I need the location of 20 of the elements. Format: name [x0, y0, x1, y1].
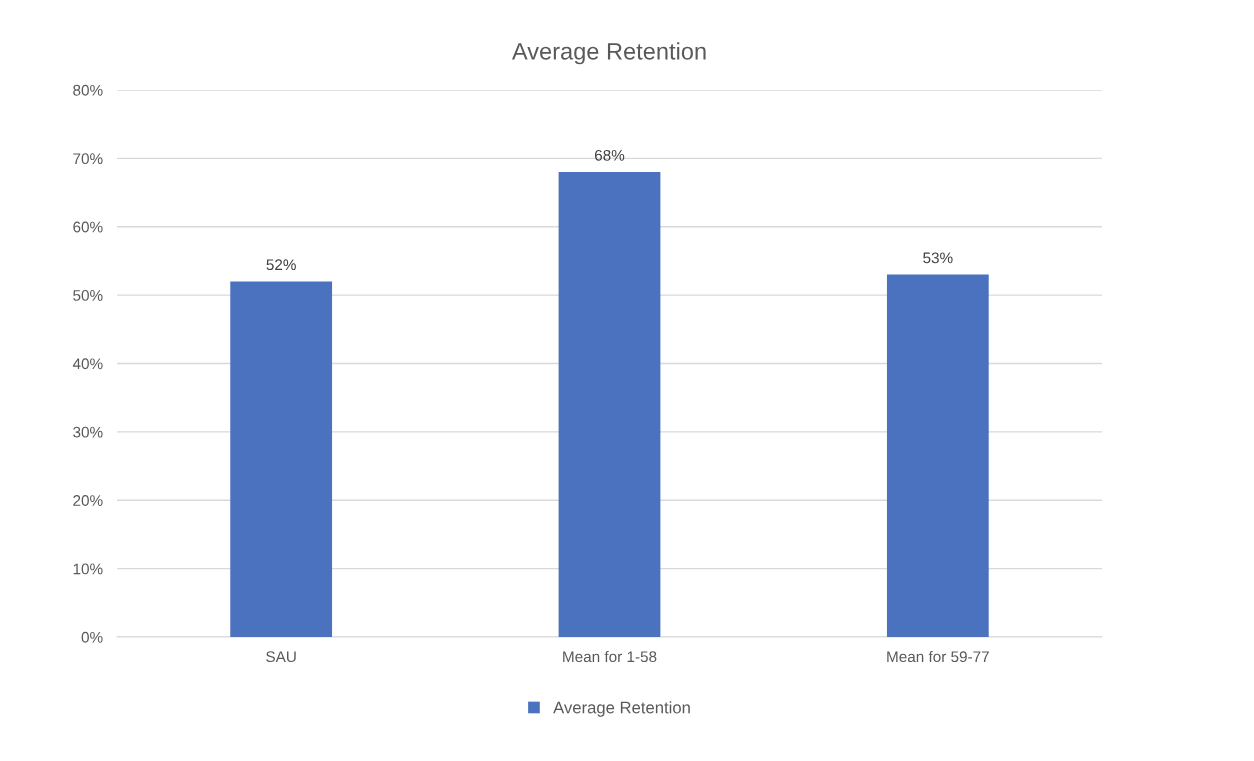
data-label: 52% — [266, 259, 296, 271]
data-label: 68% — [594, 149, 625, 161]
y-tick-label: 10% — [73, 563, 103, 575]
data-label: 53% — [923, 252, 953, 264]
bar — [886, 274, 989, 637]
x-tick-label: Mean for 1-58 — [563, 650, 657, 663]
bar — [558, 172, 661, 637]
chart-title: Average Retention — [511, 42, 706, 65]
x-tick-label: Mean for 59-77 — [887, 650, 989, 663]
y-tick-label: 0% — [81, 631, 103, 643]
legend-label: Average Retention — [553, 701, 690, 717]
y-tick-label: 20% — [73, 495, 103, 506]
x-tick-label: SAU — [266, 651, 296, 663]
y-tick-label: 60% — [73, 221, 103, 233]
y-tick-label: 30% — [73, 426, 103, 438]
y-tick-label: 70% — [73, 153, 103, 165]
bar — [230, 281, 333, 637]
y-tick-label: 50% — [73, 289, 103, 301]
y-tick-label: 40% — [72, 358, 103, 370]
y-tick-label: 80% — [73, 84, 103, 96]
